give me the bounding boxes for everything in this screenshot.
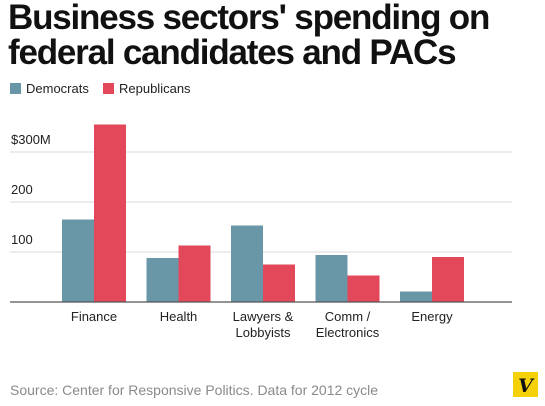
legend-item-democrats: Democrats <box>10 81 89 96</box>
legend-label-republicans: Republicans <box>119 81 191 96</box>
x-tick-label: Comm / <box>325 309 371 324</box>
x-tick-label: Lawyers & <box>233 309 294 324</box>
bar-republicans <box>263 264 295 302</box>
y-tick-label: 100 <box>11 232 33 247</box>
chart-title: Business sectors' spending on federal ca… <box>8 0 545 70</box>
vox-logo-letter: V <box>518 375 535 397</box>
bar-democrats <box>400 291 432 302</box>
x-tick-label: Health <box>160 309 198 324</box>
bar-democrats <box>62 219 94 302</box>
x-tick-label: Finance <box>71 309 117 324</box>
bar-republicans <box>432 257 464 302</box>
title-line-1: Business sectors' spending on <box>8 0 490 37</box>
vox-logo-icon: V <box>513 372 538 397</box>
x-tick-label: Lobbyists <box>236 325 291 340</box>
y-tick-label: $300M <box>11 132 51 147</box>
bar-republicans <box>347 275 380 302</box>
bar-democrats <box>146 258 179 302</box>
x-tick-label: Energy <box>411 309 453 324</box>
legend-label-democrats: Democrats <box>26 81 89 96</box>
bar-democrats <box>231 225 263 302</box>
x-tick-label: Electronics <box>316 325 380 340</box>
source-note: Source: Center for Responsive Politics. … <box>10 382 379 398</box>
bar-republicans <box>178 245 211 302</box>
bar-democrats <box>315 255 348 302</box>
legend-swatch-democrats <box>10 83 21 94</box>
y-tick-label: 200 <box>11 182 33 197</box>
legend-swatch-republicans <box>103 83 114 94</box>
bar-republicans <box>94 124 126 302</box>
title-line-2: federal candidates and PACs <box>8 33 457 72</box>
legend-item-republicans: Republicans <box>103 81 191 96</box>
